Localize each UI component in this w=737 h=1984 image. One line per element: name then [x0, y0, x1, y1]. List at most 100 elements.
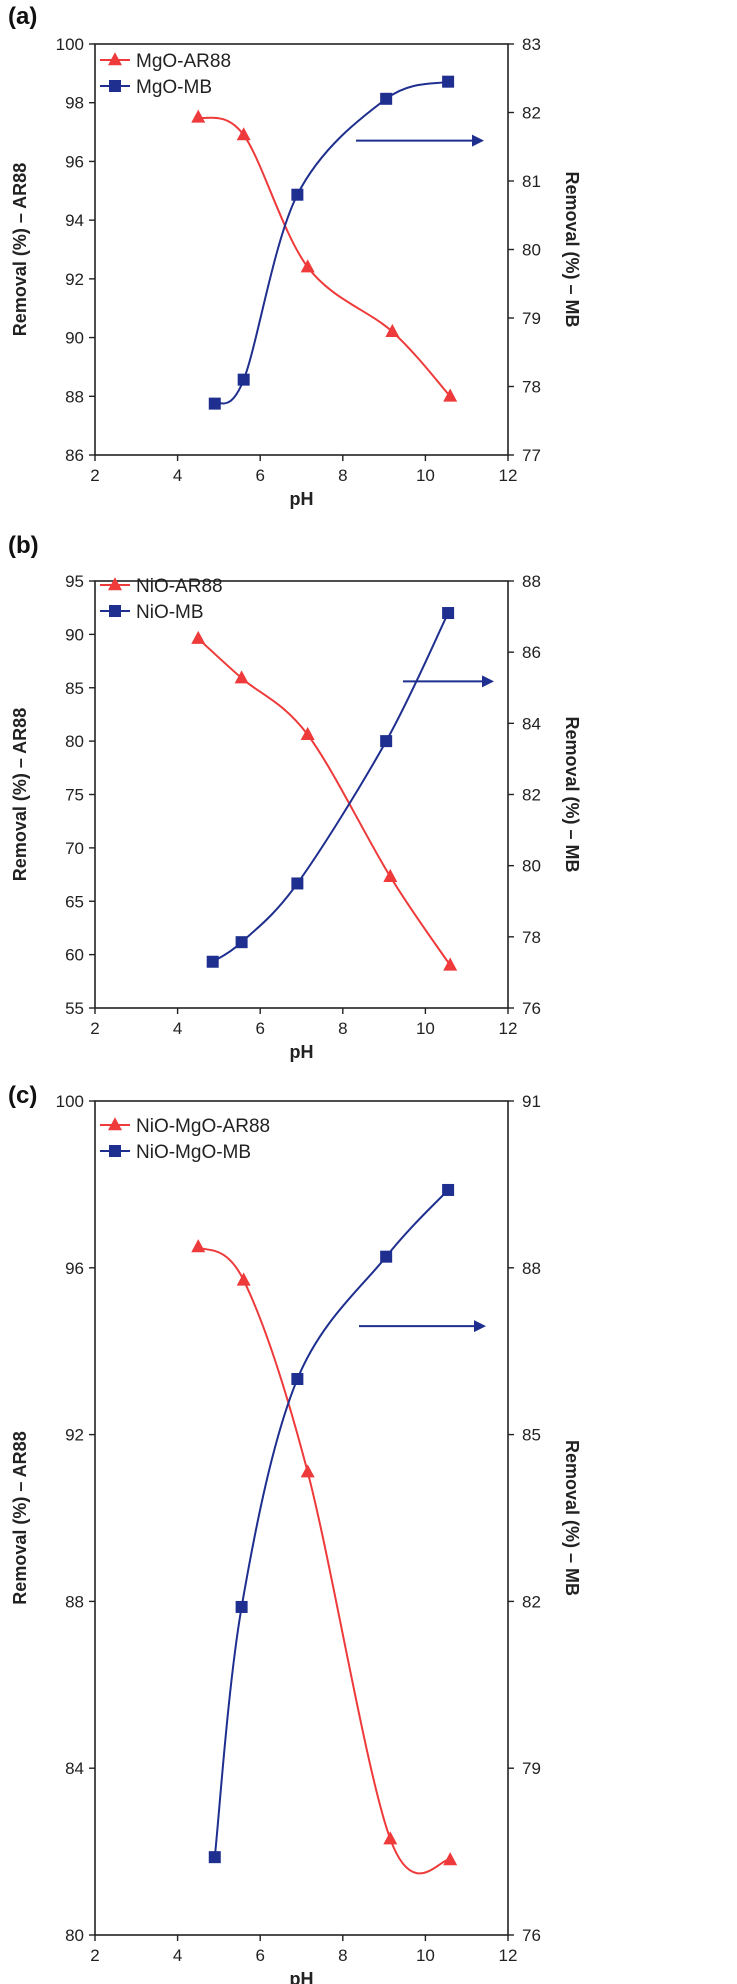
- data-point-square: [208, 397, 221, 410]
- data-point-square: [380, 1250, 393, 1263]
- y-right-axis-label: Removal (%) – MB: [562, 171, 582, 327]
- x-axis-label: pH: [290, 489, 314, 509]
- plot-frame: [94, 43, 509, 456]
- legend-entry-label: MgO-MB: [136, 77, 212, 98]
- x-tick-label: 6: [255, 1019, 264, 1038]
- plot-frame: [94, 1100, 509, 1936]
- data-point-square: [380, 735, 393, 748]
- x-tick-label: 2: [90, 466, 99, 485]
- x-tick-label: 10: [416, 1946, 435, 1965]
- data-point-triangle: [300, 1464, 315, 1478]
- y-left-tick-label: 96: [65, 152, 84, 171]
- y-left-tick-label: 60: [65, 946, 84, 965]
- arrow-head: [472, 134, 484, 147]
- data-point-square: [380, 92, 393, 105]
- data-point-triangle: [191, 1239, 206, 1253]
- x-axis-label: pH: [290, 1042, 314, 1062]
- y-left-tick-label: 88: [65, 387, 84, 406]
- y-left-tick-label: 80: [65, 732, 84, 751]
- data-point-triangle: [383, 1831, 398, 1845]
- y-right-tick-label: 91: [522, 1092, 541, 1111]
- data-point-square: [235, 1600, 248, 1613]
- y-right-tick-label: 84: [522, 714, 541, 733]
- data-point-triangle: [443, 388, 458, 402]
- right-axis-arrow: [403, 675, 494, 688]
- y-right-tick-label: 88: [522, 572, 541, 591]
- y-left-tick-label: 86: [65, 446, 84, 465]
- x-tick-label: 12: [499, 466, 518, 485]
- y-left-tick-label: 94: [65, 211, 84, 230]
- data-point-triangle: [191, 109, 206, 123]
- data-point-triangle: [443, 1852, 458, 1866]
- y-left-tick-label: 92: [65, 270, 84, 289]
- data-point-triangle: [383, 868, 398, 882]
- x-tick-label: 10: [416, 1019, 435, 1038]
- x-tick-label: 6: [255, 1946, 264, 1965]
- y-right-tick-label: 81: [522, 172, 541, 191]
- y-left-tick-label: 95: [65, 572, 84, 591]
- series-line-MgO-AR88: [197, 116, 451, 397]
- legend-marker-triangle: [108, 1117, 122, 1131]
- y-right-tick-label: 78: [522, 378, 541, 397]
- y-right-tick-label: 79: [522, 1759, 541, 1778]
- y-left-tick-label: 96: [65, 1259, 84, 1278]
- y-right-tick-label: 80: [522, 857, 541, 876]
- legend-entry-label: NiO-AR88: [136, 576, 223, 597]
- legend: MgO-AR88 MgO-MB: [100, 51, 231, 98]
- y-right-tick-label: 78: [522, 928, 541, 947]
- legend-marker-square: [109, 605, 121, 617]
- x-tick-label: 12: [499, 1019, 518, 1038]
- y-right-tick-label: 82: [522, 1592, 541, 1611]
- arrow-head: [482, 675, 494, 688]
- y-right-tick-label: 77: [522, 446, 541, 465]
- data-point-triangle: [443, 957, 458, 971]
- series-line-NiO-MgO-AR88: [197, 1246, 451, 1875]
- y-left-tick-label: 55: [65, 999, 84, 1018]
- panel-label: (a): [8, 3, 37, 30]
- y-right-tick-label: 85: [522, 1426, 541, 1445]
- y-left-tick-label: 88: [65, 1592, 84, 1611]
- data-point-triangle: [236, 127, 251, 141]
- y-right-tick-label: 82: [522, 104, 541, 123]
- data-point-square: [442, 607, 455, 620]
- y-left-tick-label: 65: [65, 892, 84, 911]
- y-right-tick-label: 88: [522, 1259, 541, 1278]
- y-left-axis-label: Removal (%) – AR88: [10, 163, 30, 336]
- y-right-tick-label: 80: [522, 241, 541, 260]
- y-left-tick-label: 80: [65, 1926, 84, 1945]
- data-point-square: [291, 188, 304, 201]
- panel-label: (b): [8, 532, 39, 559]
- y-left-tick-label: 98: [65, 94, 84, 113]
- x-tick-label: 4: [173, 1946, 182, 1965]
- y-left-tick-label: 100: [56, 35, 84, 54]
- legend-marker-square: [109, 80, 121, 92]
- legend-entry-label: NiO-MgO-AR88: [136, 1116, 270, 1137]
- legend: NiO-AR88 NiO-MB: [100, 576, 223, 623]
- plot-frame: [94, 580, 509, 1009]
- data-point-triangle: [300, 726, 315, 741]
- y-right-tick-label: 86: [522, 643, 541, 662]
- y-left-tick-label: 90: [65, 625, 84, 644]
- legend-entry-label: NiO-MgO-MB: [136, 1142, 251, 1163]
- series-line-NiO-MgO-MB: [213, 1189, 449, 1858]
- legend-marker-triangle: [108, 577, 122, 591]
- legend: NiO-MgO-AR88 NiO-MgO-MB: [100, 1116, 270, 1163]
- x-tick-label: 2: [90, 1019, 99, 1038]
- y-left-tick-label: 84: [65, 1759, 84, 1778]
- chart-panel-1: (b) 2 4 6 8 10 12 55 60 65 70 75 80 85 90 95 76 78 80 82 84 8…: [8, 532, 582, 1062]
- y-right-tick-label: 82: [522, 786, 541, 805]
- y-left-axis-label: Removal (%) – AR88: [10, 708, 30, 881]
- data-point-square: [442, 75, 455, 88]
- y-right-axis-label: Removal (%) – MB: [562, 1440, 582, 1596]
- y-right-tick-label: 79: [522, 309, 541, 328]
- x-tick-label: 8: [338, 1019, 347, 1038]
- data-point-triangle: [191, 630, 206, 644]
- data-point-square: [291, 1373, 304, 1385]
- y-right-tick-label: 76: [522, 1926, 541, 1945]
- arrow-head: [474, 1320, 486, 1333]
- x-tick-label: 12: [499, 1946, 518, 1965]
- legend-entry-label: NiO-MB: [136, 602, 204, 623]
- y-left-axis-label: Removal (%) – AR88: [10, 1431, 30, 1604]
- y-right-axis-label: Removal (%) – MB: [562, 716, 582, 872]
